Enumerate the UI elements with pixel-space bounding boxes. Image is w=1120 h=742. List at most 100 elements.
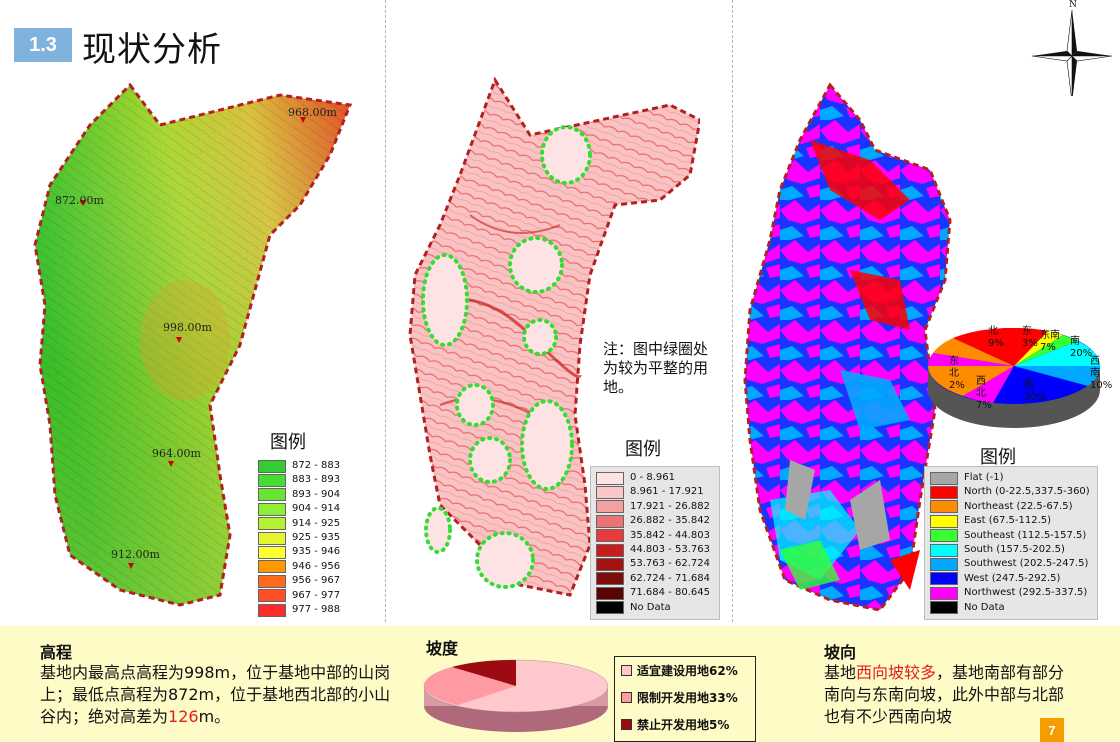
legend-label: 53.763 - 62.724: [630, 558, 710, 570]
pie-label-northeast: 东北2%: [949, 356, 965, 391]
aspect-pie-chart: [927, 327, 1101, 428]
panel-divider: [385, 0, 386, 622]
legend-item: 893 - 904: [258, 488, 340, 502]
legend-item: 967 - 977: [258, 589, 340, 603]
legend-swatch: [596, 500, 624, 514]
legend-swatch: [258, 603, 286, 617]
legend-label: 71.684 - 80.645: [630, 587, 710, 599]
legend-label: 62.724 - 71.684: [630, 572, 710, 584]
legend-label: No Data: [630, 601, 671, 613]
elevation-point-label: 998.00m: [163, 321, 212, 334]
legend-label: 904 - 914: [292, 503, 341, 515]
legend-label: Flat (-1): [964, 472, 1004, 483]
slope-legend: 0 - 8.961 8.961 - 17.921 17.921 - 26.882 26…: [590, 466, 720, 620]
legend-swatch: [596, 601, 624, 615]
aspect-summary-text: 基地西向坡较多，基地南部有部分南向与东南向坡，此外中部与北部也有不少西南向坡: [824, 663, 1065, 726]
legend-item: 44.803 - 53.763: [596, 543, 714, 557]
aspect-highlight: 西向坡较多: [856, 663, 937, 682]
legend-swatch: [596, 529, 624, 543]
aspect-map: [743, 82, 952, 612]
legend-label: Northeast (22.5-67.5): [964, 500, 1073, 512]
legend-item: 914 - 925: [258, 517, 340, 531]
legend-swatch: [621, 665, 632, 676]
slope-category-item: 限制开发用地33%: [615, 684, 755, 711]
legend-item: North (0-22.5,337.5-360): [930, 485, 1092, 500]
legend-label: 8.961 - 17.921: [630, 486, 704, 498]
legend-item: Northwest (292.5-337.5): [930, 586, 1092, 600]
legend-swatch: [930, 529, 958, 543]
elevation-summary-text: 基地内最高点高程为998m，位于基地中部的山岗上；最低点高程为872m，位于基地…: [40, 663, 391, 726]
legend-label: 967 - 977: [292, 589, 341, 601]
pie-label-south: 南20%: [1070, 336, 1093, 359]
elevation-legend-title: 图例: [270, 432, 306, 453]
slope-note: 注：图中绿圈处为较为平整的用地。: [603, 340, 709, 396]
legend-swatch: [596, 471, 624, 485]
legend-item: 904 - 914: [258, 502, 340, 516]
legend-swatch: [596, 558, 624, 572]
legend-swatch: [258, 474, 286, 488]
legend-label: Northwest (292.5-337.5): [964, 587, 1088, 599]
legend-item: 925 - 935: [258, 531, 340, 545]
legend-swatch: [596, 514, 624, 528]
legend-label: West (247.5-292.5): [964, 572, 1061, 584]
legend-item: 17.921 - 26.882: [596, 500, 714, 514]
elevation-point-label: 872.00m: [55, 194, 104, 207]
legend-label: 0 - 8.961: [630, 472, 675, 483]
pie-label-west: 西30%: [1024, 380, 1047, 403]
slope-category-item: 禁止开发用地5%: [615, 711, 755, 738]
legend-label: 872 - 883: [292, 460, 341, 471]
legend-swatch: [930, 558, 958, 572]
legend-item: 26.882 - 35.842: [596, 514, 714, 528]
legend-item: 71.684 - 80.645: [596, 586, 714, 600]
legend-label: No Data: [964, 601, 1005, 613]
legend-swatch: [596, 572, 624, 586]
legend-swatch: [930, 543, 958, 557]
legend-swatch: [596, 586, 624, 600]
legend-swatch: [258, 560, 286, 574]
pie-label-east: 东3%: [1022, 326, 1038, 349]
legend-item: No Data: [930, 601, 1092, 615]
slope-map: [408, 76, 700, 597]
legend-swatch: [596, 486, 624, 500]
elevation-summary-title: 高程: [40, 643, 73, 662]
legend-item: 883 - 893: [258, 473, 341, 488]
legend-swatch: [258, 574, 286, 588]
legend-label: 26.882 - 35.842: [630, 515, 710, 527]
slope-summary-title: 坡度: [426, 639, 459, 658]
slope-category-item: 适宜建设用地62%: [615, 657, 755, 684]
legend-swatch: [258, 589, 286, 603]
legend-item: Southeast (112.5-157.5): [930, 529, 1092, 543]
compass-icon: N: [1031, 0, 1113, 96]
legend-label: Southwest (202.5-247.5): [964, 558, 1089, 570]
elevation-map: [33, 82, 353, 607]
elevation-point-label: 968.00m: [288, 106, 337, 119]
legend-swatch: [258, 531, 286, 545]
legend-label: 17.921 - 26.882: [630, 500, 710, 512]
legend-swatch: [930, 486, 958, 500]
legend-item: 8.961 - 17.921: [596, 485, 714, 500]
legend-label: 883 - 893: [292, 474, 341, 486]
legend-item: 35.842 - 44.803: [596, 529, 714, 543]
legend-item: 62.724 - 71.684: [596, 572, 714, 586]
legend-swatch: [258, 502, 286, 516]
legend-item: 872 - 883: [258, 459, 340, 473]
legend-label: 956 - 967: [292, 575, 341, 587]
legend-item: 956 - 967: [258, 574, 340, 588]
legend-label: 35.842 - 44.803: [630, 529, 710, 541]
legend-label: 977 - 988: [292, 603, 341, 615]
legend-label: South (157.5-202.5): [964, 543, 1065, 555]
legend-item: 977 - 988: [258, 603, 340, 617]
slope-legend-title: 图例: [625, 439, 661, 460]
compass-north-label: N: [1069, 0, 1077, 10]
aspect-summary-title: 坡向: [824, 643, 857, 662]
legend-item: East (67.5-112.5): [930, 514, 1092, 528]
elevation-point-label: 912.00m: [111, 548, 160, 561]
legend-label: 44.803 - 53.763: [630, 543, 710, 555]
panel-divider: [732, 0, 733, 622]
legend-item: Flat (-1): [930, 471, 1092, 485]
section-number-badge: 1.3: [14, 28, 72, 62]
legend-item: No Data: [596, 601, 714, 615]
page-number: 7: [1040, 718, 1064, 742]
pie-label-northwest: 西北7%: [976, 376, 992, 411]
legend-label: Southeast (112.5-157.5): [964, 529, 1087, 541]
